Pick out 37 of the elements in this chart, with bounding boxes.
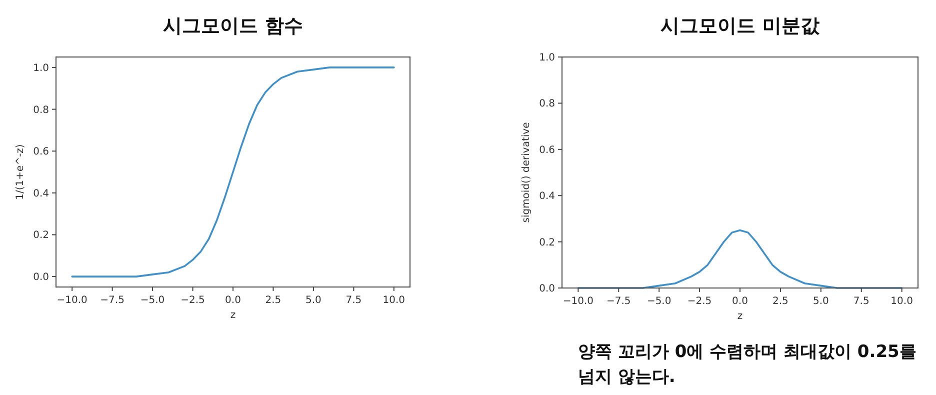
x-tick-label: 0.0	[732, 296, 748, 307]
x-tick-label: 0.0	[225, 295, 241, 306]
y-tick-label: 0.0	[33, 272, 49, 284]
y-tick-label: 0.6	[539, 144, 555, 156]
x-tick-label: 7.5	[346, 295, 362, 306]
x-tick-label: 10.0	[382, 295, 406, 306]
y-tick-label: 0.4	[539, 191, 555, 202]
y-tick-label: 0.8	[539, 98, 555, 110]
x-tick-label: 10.0	[890, 296, 913, 307]
chart-title: 시그모이드 함수	[163, 15, 303, 37]
y-tick-label: 1.0	[539, 52, 555, 64]
y-tick-label: 0.6	[33, 146, 49, 158]
x-tick-label: −10.0	[562, 296, 594, 307]
x-tick-label: −2.5	[687, 296, 712, 307]
y-axis-title: sigmoid() derivative	[521, 122, 532, 223]
x-tick-label: −7.5	[606, 296, 631, 307]
y-tick-label: 0.2	[539, 237, 555, 248]
x-axis-title: z	[230, 310, 236, 321]
x-tick-label: 7.5	[853, 296, 870, 307]
x-axis-title: z	[737, 311, 743, 322]
x-tick-label: −10.0	[56, 295, 88, 306]
text: 양쪽 꼬리가 0에 수렴하며 최대값이 0.25를 넘지 않는다.	[578, 341, 918, 389]
y-tick-label: 0.8	[33, 104, 49, 116]
y-tick-label: 0.0	[539, 284, 555, 294]
y-tick-label: 1.0	[33, 62, 49, 74]
x-tick-label: 5.0	[306, 295, 322, 306]
chart-title: 시그모이드 미분값	[660, 15, 820, 37]
x-tick-label: 2.5	[772, 296, 788, 307]
x-tick-label: −7.5	[100, 295, 124, 306]
x-tick-label: −5.0	[646, 296, 672, 307]
y-tick-label: 0.4	[33, 188, 49, 200]
x-tick-label: −2.5	[180, 295, 205, 306]
y-axis-title: 1/(1+e^-z)	[15, 144, 26, 200]
x-tick-label: 5.0	[812, 296, 829, 307]
x-tick-label: −5.0	[140, 295, 165, 306]
y-tick-label: 0.2	[33, 230, 49, 242]
x-tick-label: 2.5	[265, 295, 282, 306]
